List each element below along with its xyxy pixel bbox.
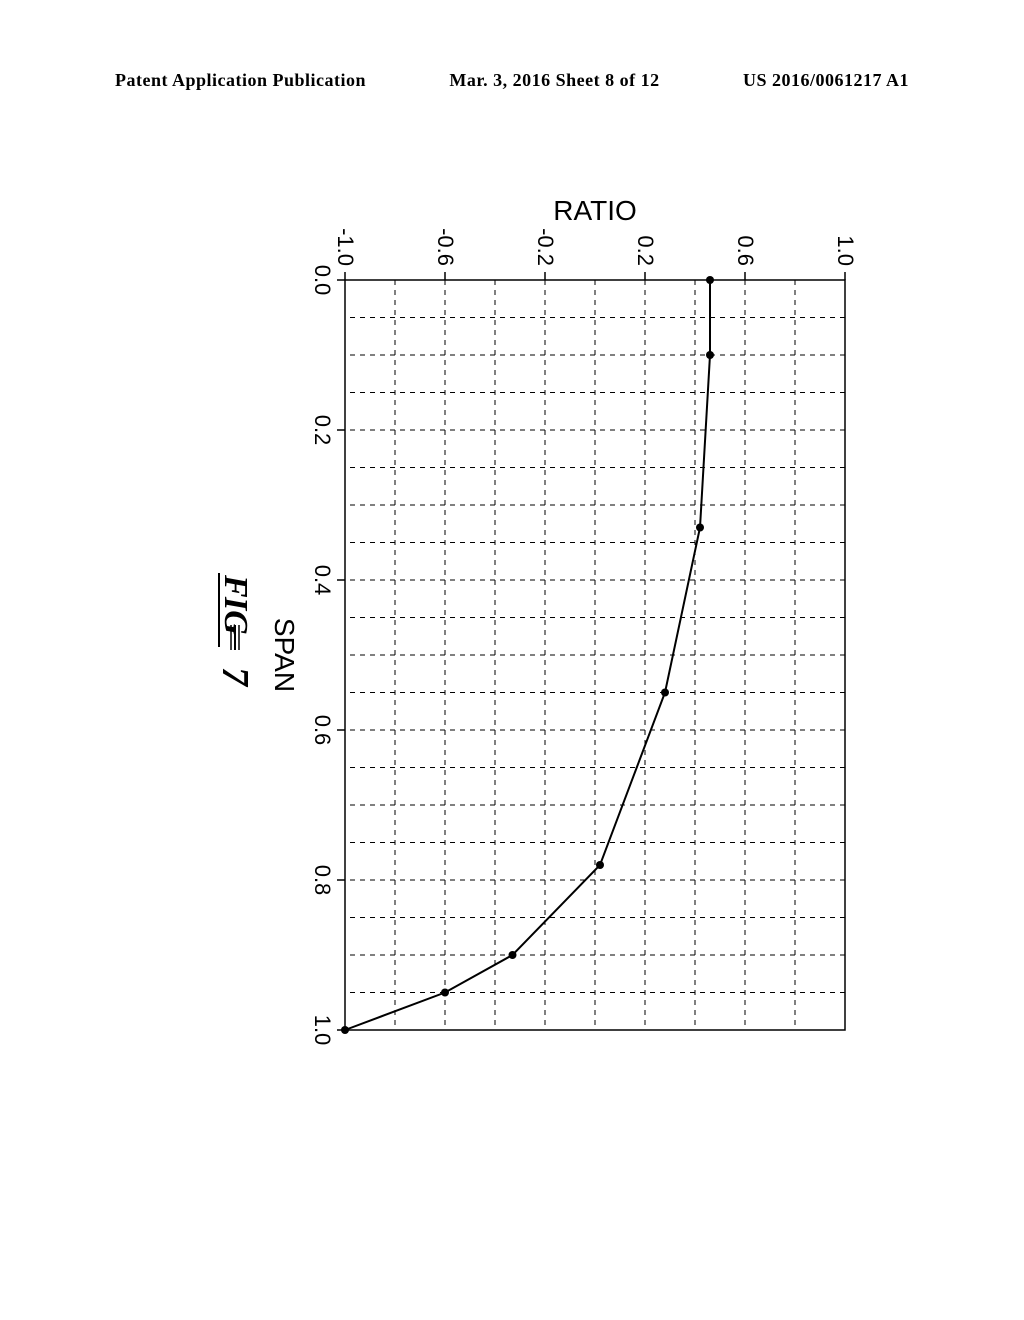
svg-text:-0.2: -0.2 [533, 228, 558, 266]
svg-text:0.4: 0.4 [310, 565, 335, 596]
svg-text:0.2: 0.2 [310, 415, 335, 446]
svg-text:0.6: 0.6 [733, 235, 758, 266]
date-sheet: Mar. 3, 2016 Sheet 8 of 12 [449, 70, 659, 91]
y-axis-title: RATIO [553, 195, 636, 226]
svg-text:F: F [217, 574, 254, 598]
patent-number: US 2016/0061217 A1 [743, 70, 909, 91]
svg-text:0.8: 0.8 [310, 865, 335, 896]
svg-text:-0.6: -0.6 [433, 228, 458, 266]
x-axis-title: SPAN [269, 618, 300, 692]
figure-label: F IG 7 [214, 573, 256, 688]
svg-text:0.0: 0.0 [310, 265, 335, 296]
svg-text:1.0: 1.0 [310, 1015, 335, 1046]
svg-text:7: 7 [214, 667, 256, 688]
svg-text:-1.0: -1.0 [333, 228, 358, 266]
svg-text:0.2: 0.2 [633, 235, 658, 266]
chart: 0.0 0.2 0.4 0.6 0.8 1.0 -1.0 -0.6 -0.2 0.2 0.6 1.0… [155, 180, 905, 1120]
svg-text:1.0: 1.0 [833, 235, 858, 266]
svg-text:0.6: 0.6 [310, 715, 335, 746]
pub-label: Patent Application Publication [115, 70, 366, 91]
